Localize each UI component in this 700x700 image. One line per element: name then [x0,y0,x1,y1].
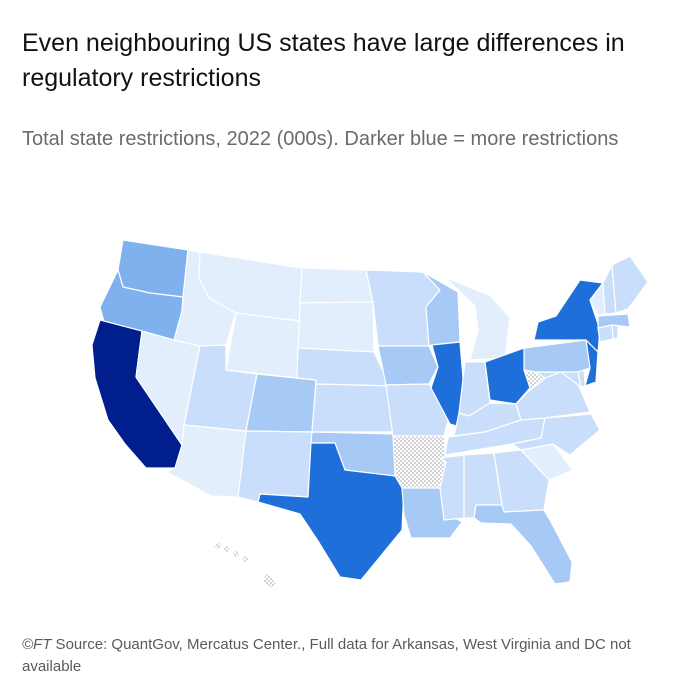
state-hawaii-islet-1 [215,543,221,549]
state-south-dakota: South Dakota [297,301,375,353]
state-new-mexico: New Mexico [237,430,313,503]
state-north-dakota: North Dakota [299,267,374,304]
state-iowa: Iowa [377,345,439,386]
state-north-carolina: North Carolina [511,413,601,456]
states-layer: WashingtonOregonCaliforniaNevadaIdahoMon… [91,239,649,589]
source-note: ©FT Source: QuantGov, Mercatus Center., … [22,634,682,678]
state-hawaii-islet-4 [243,556,249,562]
state-new-york: New York [533,279,604,353]
state-hawaii: Hawaii [262,572,278,589]
chart-subtitle: Total state restrictions, 2022 (000s). D… [22,128,619,150]
state-missouri: Missouri [385,383,451,437]
state-rhode-island: Rhode Island [611,324,619,340]
state-massachusetts: Massachusetts [597,313,631,329]
state-wyoming: Wyoming [225,312,301,379]
state-florida: Florida [473,504,573,585]
state-wisconsin: Wisconsin [422,271,461,347]
state-arkansas: Arkansas [392,435,447,489]
state-illinois: Illinois [430,341,466,428]
state-michigan: Michigan [443,276,511,361]
state-texas: Texas [257,442,405,581]
state-maine: Maine [611,255,649,314]
state-kansas: Kansas [311,383,394,433]
chart-title: Even neighbouring US states have large d… [22,29,625,92]
state-colorado: Colorado [245,373,317,433]
source-text: Source: QuantGov, Mercatus Center., Full… [22,636,631,675]
ft-copyright: ©FT [22,636,52,653]
us-choropleth-map: WashingtonOregonCaliforniaNevadaIdahoMon… [91,239,649,589]
state-hawaii-islet-3 [233,551,239,557]
state-pennsylvania: Pennsylvania [523,339,591,373]
state-hawaii-islet-2 [223,546,229,552]
